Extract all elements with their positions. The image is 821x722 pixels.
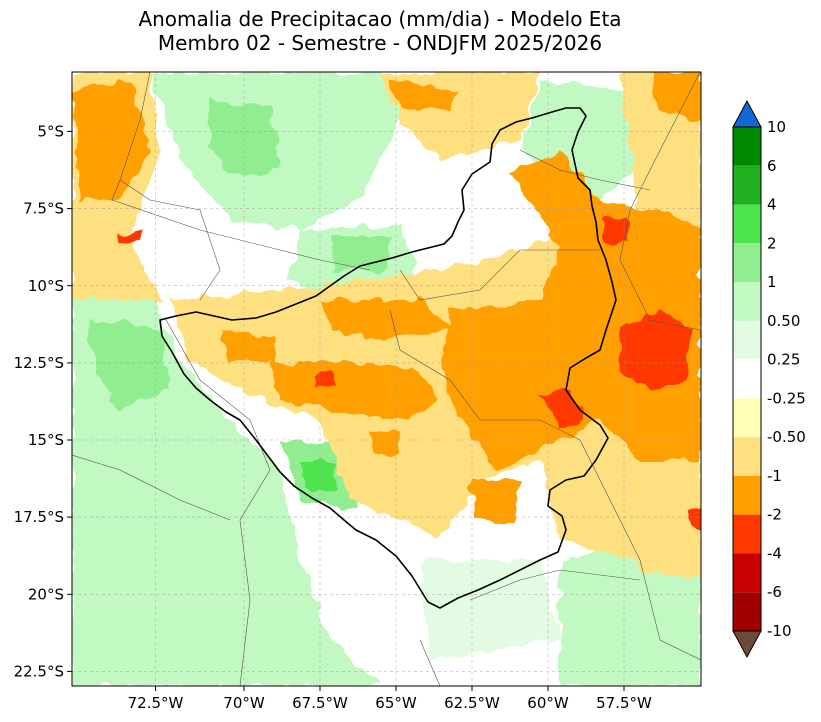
map-title-line-1: Anomalia de Precipitacao (mm/dia) - Mode…	[138, 7, 622, 31]
colorbar-segment-4-to-6	[733, 165, 761, 205]
y-tick-label-15s: 15°S	[28, 431, 64, 449]
x-tick-label-65w: 65°W	[375, 694, 417, 712]
colorbar-label-minus-2: -2	[767, 506, 782, 524]
y-tick-label-7-5s: 7.5°S	[23, 200, 64, 218]
colorbar-frame	[732, 126, 762, 632]
colorbar-segment-minus-1-to-minus-2	[733, 475, 761, 515]
dry-peak-center	[315, 372, 336, 388]
colorbar-extend-top	[732, 99, 762, 128]
x-tick-label-62-5w: 62.5°W	[444, 694, 500, 712]
dry-peak-south	[690, 505, 701, 530]
y-tick-label-12-5s: 12.5°S	[14, 354, 64, 372]
wet-region-southeast	[560, 540, 701, 686]
dry-core-north	[390, 80, 460, 110]
border-state-mid	[399, 249, 600, 301]
dry-region-southeast	[620, 490, 701, 580]
y-tick-label-10s: 10°S	[28, 277, 64, 295]
dry-peak-northwest	[118, 232, 142, 244]
colorbar-segment-neutral	[733, 359, 761, 399]
colorbar-label-10: 10	[767, 118, 786, 136]
wet-core-west	[90, 320, 170, 410]
dry-core-west	[220, 330, 275, 365]
x-tick-label-67-5w: 67.5°W	[292, 694, 348, 712]
map-title-line-2: Membro 02 - Semestre - ONDJFM 2025/2026	[157, 31, 603, 55]
x-tick-label-70w: 70°W	[223, 694, 265, 712]
wet-peak-south	[300, 460, 338, 490]
colorbar-segment-0-25-to-0-50	[733, 320, 761, 360]
y-tick-labels: 5°S 7.5°S 10°S 12.5°S 15°S 17.5°S 20°S 2…	[14, 123, 64, 681]
border-bolivia-chile	[72, 454, 231, 521]
border-state-northeast	[519, 149, 651, 191]
x-tick-label-57-5w: 57.5°W	[596, 694, 652, 712]
colorbar-label-minus-0-25: -0.25	[767, 389, 806, 407]
colorbar-segment-1-to-2	[733, 243, 761, 283]
y-tick-label-17-5s: 17.5°S	[14, 508, 64, 526]
colorbar-label-4: 4	[767, 196, 777, 214]
y-tick-label-20s: 20°S	[28, 585, 64, 603]
colorbar-label-1: 1	[767, 273, 777, 291]
border-paraguay	[469, 569, 641, 601]
border-brazil-peru-west	[119, 179, 221, 301]
colorbar-segment-2-to-4	[733, 204, 761, 244]
border-southwest	[419, 639, 441, 686]
colorbar-segment-0-50-to-1	[733, 282, 761, 321]
colorbar-segment-minus-4-to-minus-6	[733, 553, 761, 593]
colorbar-labels: 10 6 4 2 1 0.50 0.25 -0.25 -0.50 -1 -2 -…	[767, 118, 806, 640]
y-tick-label-5s: 5°S	[37, 123, 64, 141]
colorbar-label-0-25: 0.25	[767, 351, 800, 369]
wet-core-center	[330, 235, 390, 270]
colorbar-label-0-50: 0.50	[767, 312, 800, 330]
border-state-south-mid	[389, 309, 581, 441]
dry-core-central	[320, 300, 450, 340]
dry-core-east	[440, 150, 701, 470]
colorbar-segment-minus-2-to-minus-4	[733, 514, 761, 554]
colorbar-label-minus-0-50: -0.50	[767, 428, 806, 446]
colorbar-segment-minus-6-to-minus-10	[733, 592, 761, 631]
y-tick-label-22-5s: 22.5°S	[14, 663, 64, 681]
dry-core-south	[470, 480, 520, 525]
colorbar-label-minus-10: -10	[767, 622, 792, 640]
dry-core-northeast	[650, 72, 701, 120]
colorbar-label-6: 6	[767, 157, 777, 175]
colorbar-segment-minus-0-25-to-minus-0-50	[733, 398, 761, 438]
basin-outline	[159, 107, 617, 609]
anomaly-field	[72, 72, 701, 686]
x-tick-label-72-5w: 72.5°W	[128, 694, 184, 712]
border-peru-bolivia	[164, 317, 271, 686]
x-tick-labels: 72.5°W 70°W 67.5°W 65°W 62.5°W 60°W 57.5…	[128, 694, 652, 712]
wet-core-north	[210, 100, 280, 180]
colorbar-segment-6-to-10	[733, 127, 761, 166]
border-state-south	[579, 439, 701, 661]
dry-core-central-south	[270, 360, 440, 420]
colorbar-label-minus-1: -1	[767, 467, 782, 485]
dry-peak-northeast	[600, 218, 630, 244]
x-tick-label-60w: 60°W	[527, 694, 569, 712]
colorbar-label-minus-6: -6	[767, 583, 782, 601]
axis-ticks	[67, 130, 625, 691]
country-borders	[72, 72, 701, 686]
dry-peak-east	[620, 310, 690, 390]
colorbar-label-minus-4: -4	[767, 545, 782, 563]
colorbar-label-2: 2	[767, 234, 777, 252]
dry-core-south-center	[370, 430, 400, 455]
border-state-east	[619, 72, 701, 331]
dry-core-northwest	[72, 80, 150, 200]
map-frame	[71, 71, 702, 687]
wet-region-south-center	[420, 560, 560, 660]
colorbar-extend-bottom	[732, 630, 762, 659]
colorbar-segment-minus-0-50-to-minus-1	[733, 437, 761, 476]
colorbar: 10 6 4 2 1 0.50 0.25 -0.25 -0.50 -1 -2 -…	[732, 99, 806, 659]
